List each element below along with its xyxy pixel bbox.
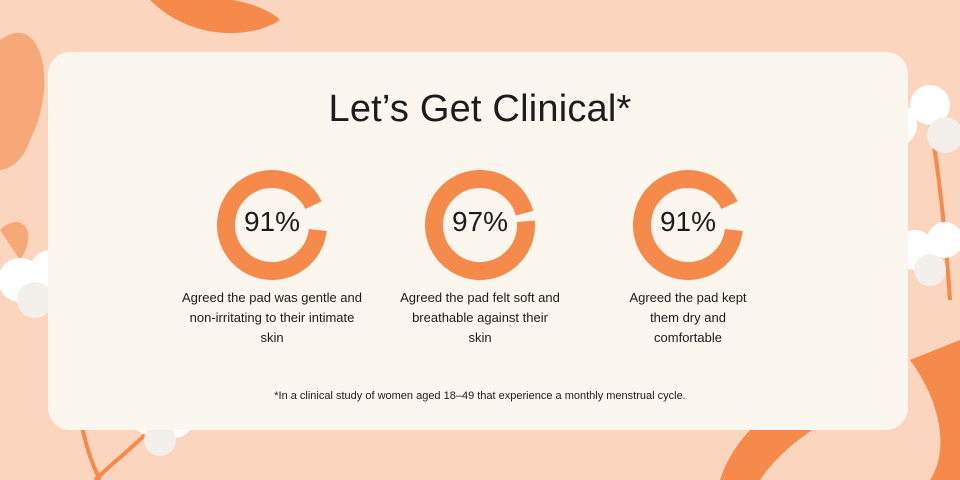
leaf-icon bbox=[150, 0, 280, 34]
progress-ring: 91% bbox=[628, 170, 748, 280]
page-title: Let’s Get Clinical* bbox=[328, 88, 632, 130]
stat-description: Agreed the pad felt soft and breathable … bbox=[400, 290, 560, 345]
stat-description: Agreed the pad was gentle and non-irrita… bbox=[182, 290, 362, 345]
leaf-icon bbox=[0, 32, 45, 170]
stat-description: Agreed the pad kept them dry and comfort… bbox=[629, 290, 747, 345]
stat-2: 97% Agreed the pad felt soft and breatha… bbox=[360, 170, 600, 348]
stat-percent: 91% bbox=[243, 206, 301, 237]
leaf-icon bbox=[0, 221, 29, 260]
leaf-icon bbox=[910, 340, 960, 480]
stat-percent: 97% bbox=[451, 206, 509, 237]
stat-3: 91% Agreed the pad kept them dry and com… bbox=[568, 170, 808, 348]
progress-ring: 91% bbox=[212, 170, 332, 280]
footnote: *In a clinical study of women aged 18–49… bbox=[274, 390, 686, 402]
content-card bbox=[48, 52, 908, 430]
stat-1: 91% Agreed the pad was gentle and non-ir… bbox=[152, 170, 392, 348]
stem-icon bbox=[93, 428, 152, 480]
stat-percent: 91% bbox=[659, 206, 717, 237]
progress-ring: 97% bbox=[420, 170, 540, 280]
